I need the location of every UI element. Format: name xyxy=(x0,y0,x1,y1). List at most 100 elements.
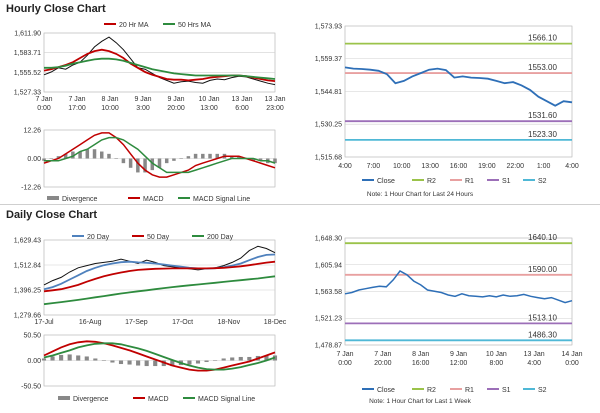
daily-macd-divergence-bar xyxy=(221,358,226,361)
hourly-levels-y-tick-label: 1,544.81 xyxy=(315,89,342,96)
hourly-price-x-tick-label: 10 Jan xyxy=(198,96,219,103)
daily-levels-y-tick-label: 1,605.94 xyxy=(315,262,342,269)
daily-price-series-50-day xyxy=(43,260,276,293)
daily-price-frame xyxy=(43,239,276,316)
daily-macd-divergence-bar xyxy=(170,360,175,367)
daily-levels-note: Note: 1 Hour Chart for Last 1 Week xyxy=(369,398,472,405)
hourly-macd-divergence-bar xyxy=(100,151,104,159)
daily-levels-legend-r1-label: R1 xyxy=(465,387,474,394)
hourly-price-y-tick-label: 1,583.71 xyxy=(14,50,41,57)
daily-macd-legend-divergence-swatch xyxy=(58,396,70,400)
hourly-macd-series-macd-signal-line xyxy=(44,136,276,174)
daily-levels-x-tick-label: 7 Jan xyxy=(336,351,353,358)
daily-macd-legend-signal-label: MACD Signal Line xyxy=(198,396,255,403)
hourly-price-x-tick-label: 23:00 xyxy=(266,105,284,112)
hourly-price-x-tick-label: 9 Jan xyxy=(134,96,151,103)
daily-levels-x-tick-label: 0:00 xyxy=(565,360,579,367)
hourly-level-label-s2: 1523.30 xyxy=(528,130,557,139)
hourly-levels-legend-s1-label: S1 xyxy=(502,178,511,185)
daily-levels-x-tick-label: 8:00 xyxy=(490,360,504,367)
hourly-macd-divergence-bar xyxy=(215,153,219,159)
daily-macd-divergence-bar xyxy=(50,356,55,361)
daily-levels-x-tick-label: 20:00 xyxy=(374,360,392,367)
hourly-legend-20hr-label: 20 Hr MA xyxy=(119,22,149,29)
daily-price-y-tick-label: 1,279.66 xyxy=(14,313,41,320)
daily-levels-x-tick-label: 0:00 xyxy=(338,360,352,367)
daily-levels-x-tick-label: 7 Jan xyxy=(374,351,391,358)
hourly-levels-x-tick-label: 10:00 xyxy=(393,163,411,170)
hourly-levels-legend-close-label: Close xyxy=(377,178,395,185)
hourly-macd-divergence-bar xyxy=(186,156,191,159)
hourly-price-x-tick-label: 8 Jan xyxy=(101,96,118,103)
daily-macd-divergence-bar xyxy=(213,360,218,361)
daily-macd-divergence-bar xyxy=(153,360,158,367)
daily-levels-x-tick-label: 9 Jan xyxy=(450,351,467,358)
hourly-macd-divergence-bar xyxy=(49,158,53,159)
hourly-price-x-tick-label: 7 Jan xyxy=(35,96,52,103)
daily-level-label-s2: 1486.30 xyxy=(528,330,557,339)
hourly-levels-y-tick-label: 1,515.68 xyxy=(315,155,342,162)
hourly-macd-series-macd xyxy=(43,132,276,178)
hourly-levels-y-tick-label: 1,573.93 xyxy=(315,24,342,31)
hourly-price-x-tick-label: 17:00 xyxy=(68,105,86,112)
daily-levels-y-tick-label: 1,563.58 xyxy=(315,289,342,296)
daily-price-y-tick-label: 1,396.25 xyxy=(14,288,41,295)
hourly-macd-divergence-bar xyxy=(56,156,61,159)
hourly-macd-divergence-bar xyxy=(157,158,162,168)
hourly-levels-y-tick-label: 1,559.37 xyxy=(315,56,342,63)
daily-levels-legend-r2-label: R2 xyxy=(427,387,436,394)
hourly-levels-x-tick-label: 19:00 xyxy=(478,163,496,170)
daily-price-y-tick-label: 1,629.43 xyxy=(14,238,41,245)
daily-macd-divergence-bar xyxy=(144,360,149,367)
daily-macd-divergence-bar xyxy=(84,356,89,361)
hourly-levels-legend-r1-label: R1 xyxy=(465,178,474,185)
hourly-macd-legend-signal-label: MACD Signal Line xyxy=(193,196,250,203)
daily-price-series-20-day xyxy=(43,253,276,291)
hourly-macd-divergence-bar xyxy=(273,158,277,164)
hourly-levels-x-tick-label: 16:00 xyxy=(450,163,468,170)
daily-price-x-tick-label: 18-Nov xyxy=(218,319,241,326)
daily-macd-divergence-bar xyxy=(136,360,141,366)
hourly-macd-divergence-bar xyxy=(229,156,234,159)
hourly-price-y-tick-label: 1,611.90 xyxy=(14,31,41,38)
daily-macd-legend-macd-label: MACD xyxy=(148,396,169,403)
hourly-price-series-50-hrs-ma xyxy=(44,57,276,80)
hourly-macd-legend-macd-label: MACD xyxy=(143,196,164,203)
hourly-price-x-tick-label: 20:00 xyxy=(167,105,185,112)
section-divider xyxy=(0,204,600,205)
hourly-levels-x-tick-label: 4:00 xyxy=(565,163,579,170)
daily-legend-50day-label: 50 Day xyxy=(147,234,170,241)
daily-macd-divergence-bar xyxy=(76,355,81,361)
daily-levels-x-tick-label: 8 Jan xyxy=(412,351,429,358)
daily-macd-y-tick-label: 50.50 xyxy=(23,333,41,340)
daily-macd-divergence-bar xyxy=(195,360,201,364)
hourly-macd-divergence-bar xyxy=(92,149,97,159)
hourly-macd-divergence-bar xyxy=(179,158,183,159)
daily-levels-legend-s1-label: S1 xyxy=(502,387,511,394)
daily-levels-x-tick-label: 16:00 xyxy=(412,360,430,367)
hourly-macd-y-tick-label: -12.26 xyxy=(21,185,41,192)
daily-macd-divergence-bar xyxy=(264,355,269,361)
hourly-levels-x-tick-label: 1:00 xyxy=(537,163,551,170)
daily-legend-20day-label: 20 Day xyxy=(87,234,110,241)
hourly-levels-x-tick-label: 4:00 xyxy=(338,163,352,170)
daily-section-title: Daily Close Chart xyxy=(6,209,98,221)
hourly-levels-x-tick-label: 7:00 xyxy=(367,163,381,170)
hourly-level-label-r1: 1553.00 xyxy=(528,63,557,72)
daily-price-x-tick-label: 17-Oct xyxy=(172,319,193,326)
daily-price-series-200-day xyxy=(43,275,276,306)
daily-levels-y-tick-label: 1,648.30 xyxy=(315,236,342,243)
hourly-close-series xyxy=(344,66,573,107)
hourly-price-x-tick-label: 13:00 xyxy=(200,105,218,112)
daily-levels-legend-s2-label: S2 xyxy=(538,387,547,394)
daily-levels-x-tick-label: 4:00 xyxy=(527,360,541,367)
daily-macd-legend-divergence-label: Divergence xyxy=(73,396,109,403)
daily-macd-divergence-bar xyxy=(247,356,252,361)
hourly-macd-y-tick-label: 0.00 xyxy=(27,156,41,163)
hourly-macd-divergence-bar xyxy=(237,156,241,159)
daily-macd-divergence-bar xyxy=(101,360,106,361)
hourly-macd-legend-divergence-swatch xyxy=(47,196,59,200)
daily-macd-divergence-bar xyxy=(187,360,192,365)
daily-macd-y-tick-label: -50.50 xyxy=(21,384,41,391)
